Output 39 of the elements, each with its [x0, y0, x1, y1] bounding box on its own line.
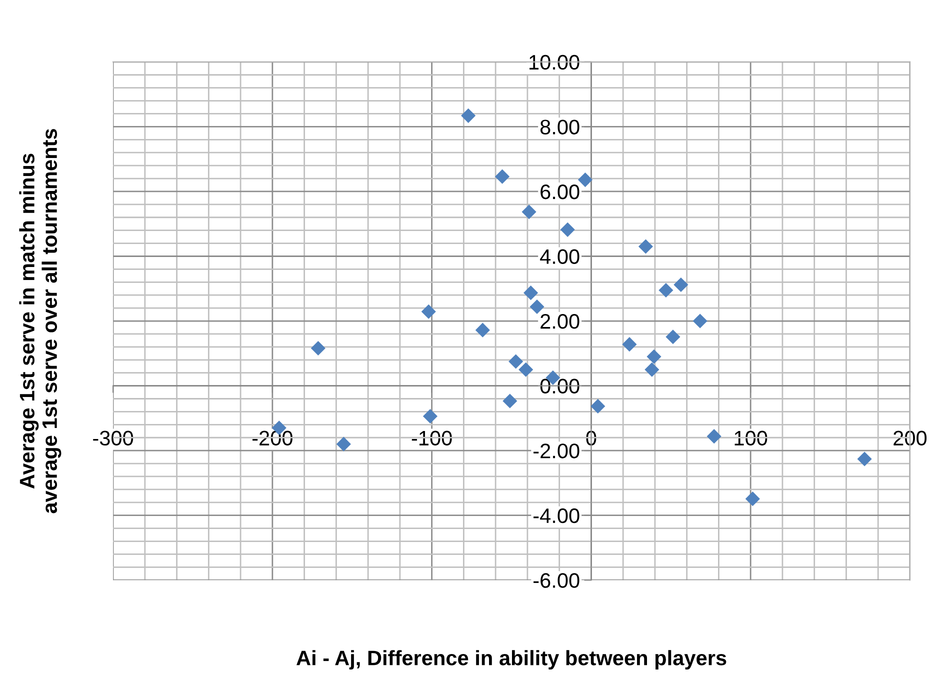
- point: [658, 282, 674, 298]
- y-axis-title: Average 1st serve in match minus average 1st serve over all tournaments: [19, 129, 62, 514]
- point: [560, 222, 575, 237]
- y-tick-label: -4.00: [534, 508, 580, 524]
- y-tick-label: 8.00: [540, 120, 580, 134]
- point: [622, 337, 637, 352]
- point: [494, 169, 510, 184]
- point: [638, 239, 653, 254]
- point: [666, 330, 680, 344]
- point: [310, 340, 326, 356]
- x-tick-label: 200: [894, 430, 927, 446]
- point: [508, 354, 524, 369]
- point: [461, 108, 476, 123]
- point: [590, 398, 606, 414]
- point: [745, 492, 760, 506]
- point: [524, 286, 538, 300]
- point: [336, 436, 351, 452]
- point: [522, 204, 536, 220]
- point: [530, 299, 544, 314]
- y-tick-label: 4.00: [540, 249, 580, 264]
- point: [692, 314, 708, 328]
- point: [518, 362, 534, 377]
- y-tick-label: 2.00: [540, 314, 580, 329]
- y-tick-label: -6.00: [534, 573, 580, 588]
- point: [646, 349, 662, 364]
- point: [578, 172, 593, 188]
- x-tick-label: -300: [93, 430, 134, 446]
- y-tick-label: -2.00: [534, 444, 580, 458]
- x-axis-title: Ai - Aj, Difference in ability between players: [296, 650, 726, 670]
- point: [502, 394, 518, 408]
- point: [422, 408, 438, 424]
- y-tick-label: 6.00: [540, 184, 580, 200]
- point: [421, 304, 436, 319]
- point: [857, 452, 872, 466]
- point: [706, 429, 722, 444]
- point: [644, 362, 660, 377]
- point: [475, 322, 490, 338]
- y-tick-label: 0.00: [540, 378, 580, 394]
- point: [674, 277, 688, 292]
